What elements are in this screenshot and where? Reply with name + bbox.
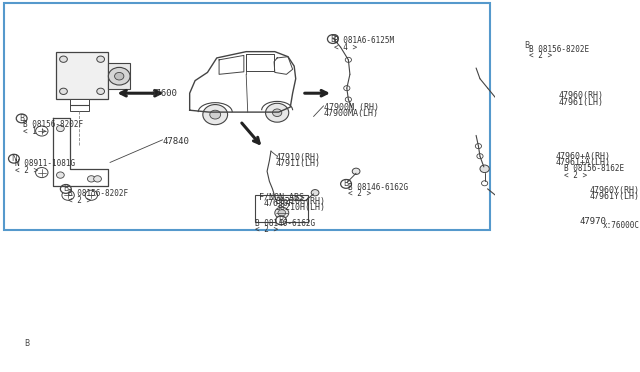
Text: < 2 >: < 2 > [15, 166, 38, 174]
Circle shape [276, 216, 287, 225]
Circle shape [278, 210, 285, 216]
Circle shape [60, 88, 67, 94]
Text: 47600: 47600 [151, 89, 178, 98]
Text: 38210G(RH): 38210G(RH) [276, 197, 326, 206]
Text: B 08156-8202F: B 08156-8202F [68, 189, 128, 199]
Text: B: B [19, 114, 24, 123]
Circle shape [514, 106, 520, 111]
Text: < 2 >: < 2 > [564, 171, 587, 180]
Text: B 08146-6162G: B 08146-6162G [255, 219, 316, 228]
Text: B 08146-6162G: B 08146-6162G [348, 183, 408, 192]
Text: 47840: 47840 [163, 137, 189, 146]
Text: 47910(RH): 47910(RH) [276, 153, 321, 162]
Text: F/NON-ABS: F/NON-ABS [259, 193, 305, 202]
Text: 47961Y(LH): 47961Y(LH) [590, 192, 640, 201]
Text: 47970: 47970 [579, 217, 606, 226]
Circle shape [88, 176, 95, 182]
Circle shape [328, 35, 339, 44]
Text: 47911(LH): 47911(LH) [276, 159, 321, 168]
Text: 47960Y(RH): 47960Y(RH) [590, 186, 640, 195]
Circle shape [36, 167, 48, 177]
Circle shape [16, 114, 27, 123]
Text: 47961+A(LH): 47961+A(LH) [556, 158, 611, 167]
Circle shape [60, 56, 67, 62]
Circle shape [108, 67, 130, 85]
Text: B: B [330, 35, 335, 44]
Bar [56, 52, 108, 99]
Text: B 081A6-6125M: B 081A6-6125M [335, 36, 394, 45]
Text: 38210H(LH): 38210H(LH) [276, 203, 326, 212]
Text: 47900MA(LH): 47900MA(LH) [324, 109, 379, 118]
Text: B: B [344, 179, 349, 188]
Circle shape [570, 187, 598, 210]
Circle shape [581, 196, 588, 201]
Text: < 2 >: < 2 > [255, 225, 278, 234]
Text: < 2 >: < 2 > [348, 189, 371, 199]
Circle shape [85, 190, 97, 200]
Text: x:76000C: x:76000C [602, 221, 639, 230]
Circle shape [278, 216, 287, 222]
Circle shape [476, 144, 481, 149]
Text: N: N [11, 154, 17, 163]
Circle shape [345, 57, 351, 62]
Circle shape [561, 168, 569, 174]
Circle shape [352, 168, 360, 174]
Circle shape [343, 180, 351, 186]
Circle shape [203, 105, 228, 125]
Text: B: B [278, 216, 284, 225]
Text: < 4 >: < 4 > [335, 43, 358, 52]
Circle shape [60, 185, 71, 193]
Text: B 08156-8202F: B 08156-8202F [23, 120, 83, 129]
Text: B 08156-8162E: B 08156-8162E [564, 164, 624, 173]
Circle shape [97, 88, 104, 94]
Circle shape [8, 154, 19, 163]
Circle shape [97, 56, 104, 62]
Bar [255, 195, 308, 222]
Circle shape [513, 134, 521, 141]
Circle shape [266, 103, 289, 122]
Circle shape [481, 181, 488, 186]
Circle shape [477, 154, 483, 159]
Circle shape [273, 109, 282, 116]
Circle shape [311, 190, 319, 196]
Bar [70, 99, 89, 112]
Circle shape [344, 86, 350, 91]
Circle shape [22, 339, 33, 348]
Circle shape [511, 103, 524, 113]
Text: B: B [63, 185, 68, 193]
Circle shape [521, 42, 532, 50]
Circle shape [93, 176, 101, 182]
Circle shape [36, 126, 48, 136]
Circle shape [115, 73, 124, 80]
Circle shape [499, 200, 505, 205]
Text: N 08911-1081G: N 08911-1081G [15, 159, 76, 168]
Text: B: B [524, 41, 529, 51]
Circle shape [508, 217, 514, 222]
Text: B 08156-8202E: B 08156-8202E [529, 45, 589, 54]
Circle shape [210, 110, 221, 119]
Circle shape [522, 42, 531, 48]
Circle shape [554, 210, 564, 218]
Text: 47630F: 47630F [263, 199, 293, 208]
Circle shape [340, 180, 351, 188]
Bar [108, 63, 130, 89]
Text: 47961(LH): 47961(LH) [559, 97, 604, 106]
Circle shape [330, 35, 339, 41]
Text: B: B [24, 339, 29, 348]
Text: < 2 >: < 2 > [529, 51, 552, 60]
Text: < 2 >: < 2 > [68, 196, 92, 205]
Circle shape [273, 202, 281, 208]
Text: 47960(RH): 47960(RH) [559, 91, 604, 100]
Circle shape [56, 125, 64, 132]
Circle shape [56, 172, 64, 178]
Circle shape [275, 207, 289, 218]
Text: 47960+A(RH): 47960+A(RH) [556, 152, 611, 161]
Circle shape [480, 165, 489, 173]
Circle shape [577, 192, 592, 205]
Text: < 1 >: < 1 > [23, 126, 46, 135]
Circle shape [345, 97, 351, 102]
Circle shape [62, 190, 74, 200]
Text: 47900M (RH): 47900M (RH) [324, 103, 379, 112]
